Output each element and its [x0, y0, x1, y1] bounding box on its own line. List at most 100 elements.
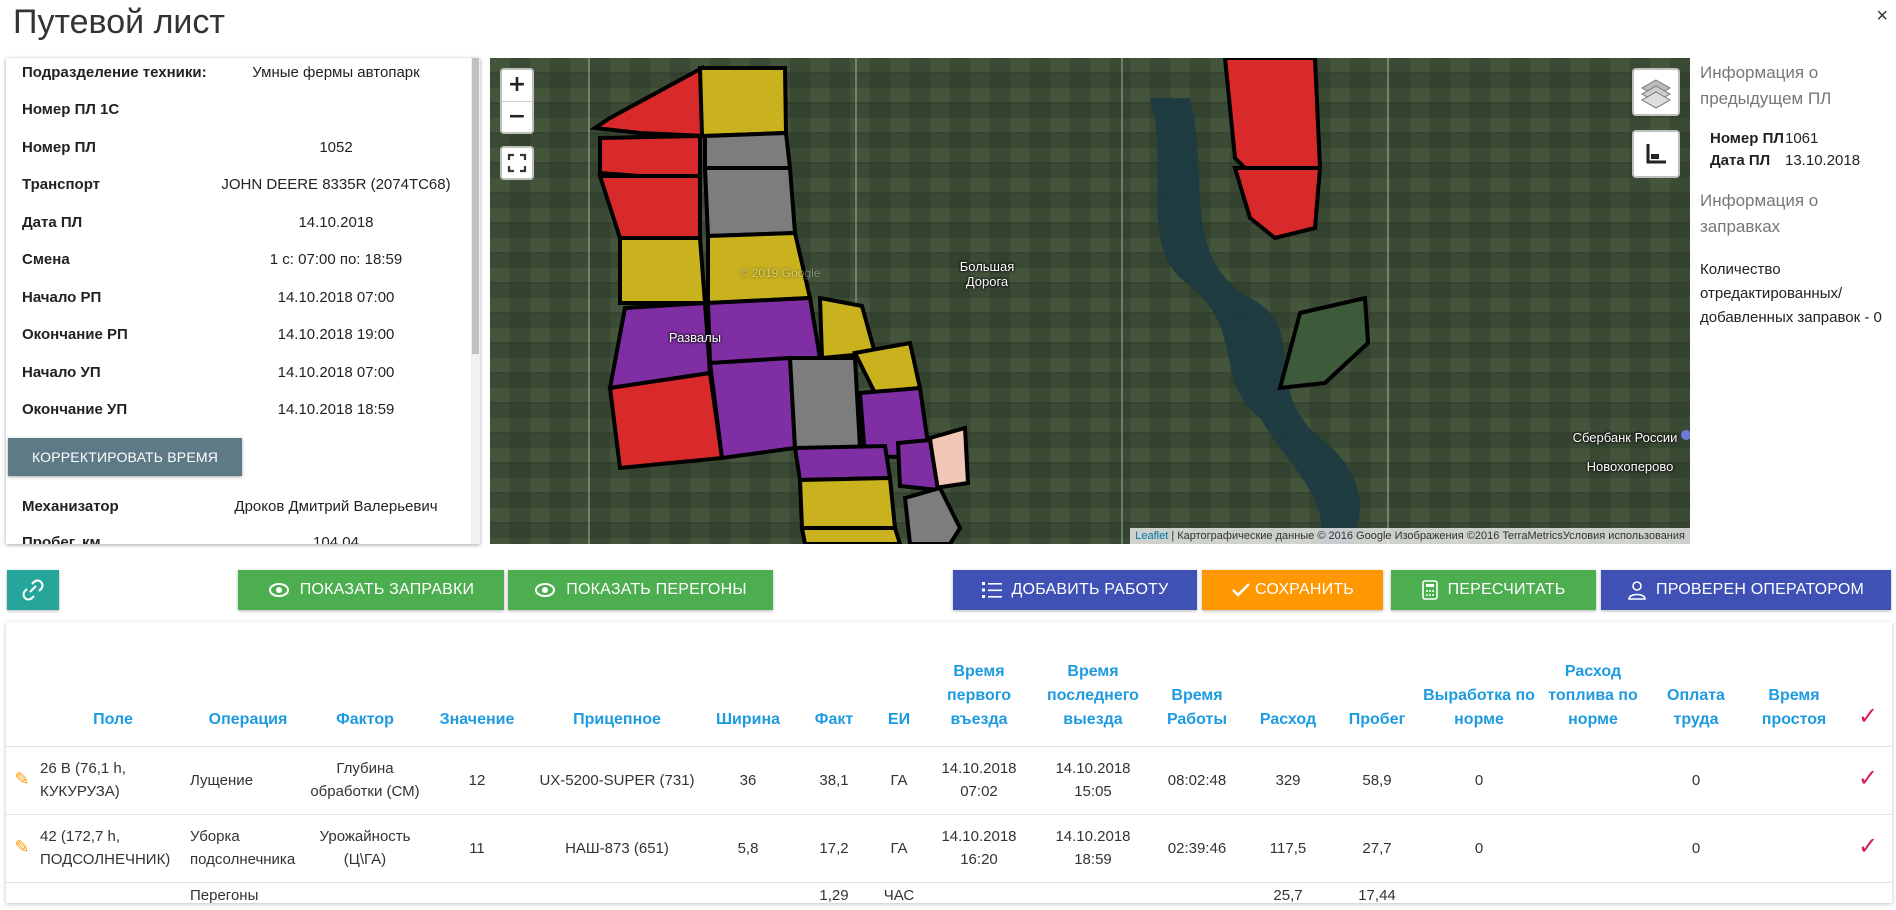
map-canvas[interactable] — [490, 58, 1690, 544]
cell-unit: ГА — [874, 745, 924, 814]
info-row-rp-end: Окончание РП 14.10.2018 19:00 — [16, 320, 466, 350]
refuel-count: Количество отредактированных/добавленных… — [1700, 261, 1882, 326]
field-polygon[interactable] — [703, 130, 793, 170]
add-work-label: ДОБАВИТЬ РАБОТУ — [1011, 581, 1169, 598]
edit-pencil-icon[interactable]: ✎ — [6, 745, 38, 814]
leaflet-link[interactable]: Leaflet — [1135, 530, 1169, 542]
field-polygon[interactable] — [895, 437, 941, 493]
col-header: Поле — [93, 710, 133, 728]
info-row-pl-1c: Номер ПЛ 1С — [16, 95, 466, 125]
cell-width: 5,8 — [702, 813, 794, 882]
layers-button[interactable] — [1632, 68, 1680, 116]
scrollbar-thumb[interactable] — [472, 58, 479, 354]
zoom-out-button[interactable]: − — [507, 104, 527, 129]
measure-button[interactable] — [1632, 130, 1680, 178]
table-row[interactable]: ✎ 42 (172,7 h, ПОДСОЛНЕЧНИК) Уборка подс… — [6, 813, 1892, 882]
col-header: Расход — [1259, 710, 1317, 728]
field-polygon[interactable] — [697, 66, 789, 139]
show-transfers-button[interactable]: ПОКАЗАТЬ ПЕРЕГОНЫ — [508, 570, 773, 610]
info-value: 14.10.2018 07:00 — [277, 289, 395, 306]
info-label: Начало РП — [22, 289, 102, 306]
info-label: Смена — [22, 251, 70, 268]
cell-width: 36 — [702, 745, 794, 814]
cell-consumption: 117,5 — [1242, 813, 1334, 882]
info-row-mileage: Пробег, км 104,04 — [16, 528, 466, 544]
field-polygon[interactable] — [707, 355, 798, 461]
field-map[interactable]: Большая Дорога Развалы Сбербанк России Н… — [490, 58, 1690, 544]
cell-work-time: 02:39:46 — [1152, 813, 1242, 882]
check-all-icon[interactable]: ✓ — [1857, 702, 1879, 730]
check-icon — [1232, 583, 1250, 597]
field-polygon[interactable] — [597, 174, 702, 240]
map-label-razvaly: Развалы — [668, 330, 722, 345]
row-check-icon[interactable]: ✓ — [1844, 813, 1892, 882]
table-row[interactable]: ✎ 26 В (76,1 h, КУКУРУЗА) Лущение Глубин… — [6, 745, 1892, 814]
field-polygon[interactable] — [589, 64, 708, 139]
row-check-icon[interactable]: ✓ — [1844, 745, 1892, 814]
col-header: Ширина — [715, 710, 781, 728]
edit-pencil-icon[interactable]: ✎ — [6, 813, 38, 882]
map-watermark: © 2019 Google — [739, 266, 821, 280]
col-header: Расход топлива по норме — [1548, 662, 1638, 728]
cell-first-in: 14.10.2018 16:20 — [924, 813, 1034, 882]
field-polygon[interactable] — [618, 236, 708, 305]
cell-idle — [1744, 813, 1844, 882]
field-polygon[interactable] — [1232, 166, 1323, 241]
field-polygon[interactable] — [797, 475, 898, 530]
field-polygon[interactable] — [598, 133, 702, 178]
prev-waybill-title: Информация о предыдущем ПЛ — [1700, 63, 1832, 108]
info-scrollbar[interactable] — [471, 58, 480, 544]
add-work-button[interactable]: ДОБАВИТЬ РАБОТУ — [953, 570, 1197, 610]
info-value: Умные фермы автопарк — [252, 64, 420, 81]
field-polygons[interactable] — [589, 58, 1371, 544]
info-row-operator: Механизатор Дроков Дмитрий Валерьевич — [16, 492, 466, 522]
save-button[interactable]: СОХРАНИТЬ — [1202, 570, 1383, 610]
field-polygon[interactable] — [799, 526, 903, 544]
correct-time-button[interactable]: КОРРЕКТИРОВАТЬ ВРЕМЯ — [8, 438, 242, 476]
prev-date-value: 13.10.2018 — [1785, 152, 1861, 169]
show-refuels-button[interactable]: ПОКАЗАТЬ ЗАПРАВКИ — [238, 570, 504, 610]
table-header-row: Поле Операция Фактор Значение Прицепное … — [6, 622, 1892, 746]
cell-field: 42 (172,7 h, ПОДСОЛНЕЧНИК) — [38, 813, 188, 882]
field-polygon[interactable] — [792, 443, 893, 483]
cell-last-out: 14.10.2018 15:05 — [1034, 745, 1152, 814]
fullscreen-button[interactable] — [500, 146, 534, 180]
prev-waybill-date: Дата ПЛ 13.10.2018 — [1700, 150, 1894, 172]
info-value: 1 с: 07:00 по: 18:59 — [269, 251, 403, 268]
show-transfers-label: ПОКАЗАТЬ ПЕРЕГОНЫ — [566, 581, 747, 598]
works-table: Поле Операция Фактор Значение Прицепное … — [6, 622, 1892, 910]
field-polygon[interactable] — [607, 370, 725, 471]
show-refuels-label: ПОКАЗАТЬ ЗАПРАВКИ — [299, 581, 475, 598]
info-row-rp-start: Начало РП 14.10.2018 07:00 — [16, 283, 466, 313]
field-polygon[interactable] — [702, 166, 798, 239]
map-label-novokhoperovo: Новохоперово — [1586, 459, 1674, 474]
cell-idle — [1744, 745, 1844, 814]
list-icon — [981, 582, 1002, 598]
close-icon[interactable]: × — [1876, 5, 1888, 27]
footer-consumption: 25,7 — [1242, 881, 1334, 910]
zoom-in-button[interactable]: + — [507, 72, 527, 97]
footer-unit: ЧАС — [874, 881, 924, 910]
operator-checked-button[interactable]: ПРОВЕРЕН ОПЕРАТОРОМ — [1601, 570, 1891, 610]
info-label: Подразделение техники: — [22, 64, 207, 81]
info-value: 14.10.2018 — [298, 214, 374, 231]
col-header: ЕИ — [887, 710, 911, 728]
field-polygon[interactable] — [902, 485, 963, 544]
map-marker[interactable] — [1681, 430, 1690, 440]
col-header: Прицепное — [573, 710, 661, 728]
info-label: Номер ПЛ — [22, 139, 96, 156]
info-label: Начало УП — [22, 364, 101, 381]
recalc-button[interactable]: ПЕРЕСЧИТАТЬ — [1391, 570, 1596, 610]
field-polygon[interactable] — [1222, 58, 1323, 176]
attribution-text: | Картографические данные © 2016 Google … — [1168, 530, 1685, 542]
cell-mileage: 27,7 — [1334, 813, 1420, 882]
link-button[interactable] — [7, 570, 59, 610]
field-polygon[interactable] — [787, 356, 863, 450]
field-polygon[interactable] — [1277, 295, 1371, 391]
footer-mileage: 17,44 — [1334, 881, 1420, 910]
map-label-bolshaya: Большая Дорога — [959, 259, 1015, 289]
cell-consumption: 329 — [1242, 745, 1334, 814]
prev-date-label: Дата ПЛ — [1710, 152, 1771, 169]
prev-number-label: Номер ПЛ — [1710, 130, 1784, 147]
cell-fact: 17,2 — [794, 813, 874, 882]
